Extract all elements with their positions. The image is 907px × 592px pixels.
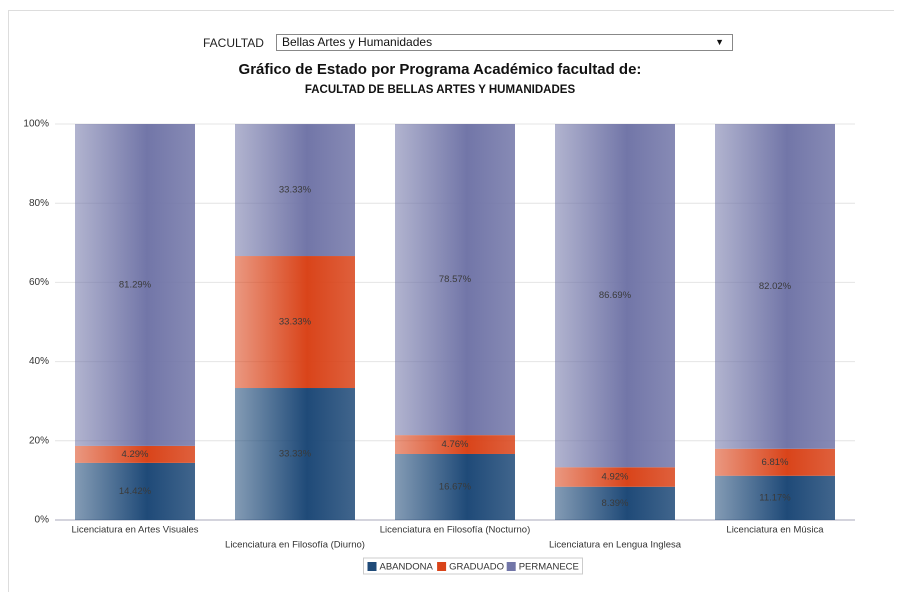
dropdown-arrow[interactable]: ▼ xyxy=(715,37,724,47)
data-label: 33.33% xyxy=(279,449,312,460)
bar-segment xyxy=(75,462,195,520)
bar-segment xyxy=(395,453,515,520)
bar-segment xyxy=(235,256,355,389)
data-label: 86.69% xyxy=(599,290,632,301)
bar-segment xyxy=(235,388,355,520)
bar-segment xyxy=(75,445,195,463)
dropdown-value[interactable]: Bellas Artes y Humanidades xyxy=(282,35,433,49)
faculty-dropdown[interactable]: Bellas Artes y Humanidades ▼ xyxy=(276,34,733,51)
bar-segment xyxy=(555,467,675,487)
data-label: 6.81% xyxy=(762,457,789,468)
legend-label: GRADUADO xyxy=(449,562,504,573)
legend-swatch xyxy=(506,562,516,571)
data-label: 78.57% xyxy=(439,274,472,285)
legend-box xyxy=(363,557,583,575)
data-label: 82.02% xyxy=(759,281,792,292)
chart-subtitle: FACULTAD DE BELLAS ARTES Y HUMANIDADES xyxy=(305,84,576,96)
y-tick-label: 0% xyxy=(35,515,50,526)
x-tick-label: Licenciatura en Música xyxy=(726,525,824,536)
data-label: 33.33% xyxy=(279,317,312,328)
x-tick-label: Licenciatura en Lengua Inglesa xyxy=(549,540,682,551)
bar-segment xyxy=(555,124,675,468)
bar-segment xyxy=(235,124,355,257)
y-tick-label: 20% xyxy=(29,435,49,446)
legend-label: ABANDONA xyxy=(380,562,434,573)
legend-swatch xyxy=(367,562,377,571)
data-label: 14.42% xyxy=(119,486,152,497)
chart-title: Gráfico de Estado por Programa Académico… xyxy=(239,61,642,78)
y-tick-label: 80% xyxy=(29,198,49,209)
data-label: 4.76% xyxy=(442,439,469,450)
data-label: 4.29% xyxy=(122,449,149,460)
bar-segment xyxy=(715,124,835,449)
x-tick-label: Licenciatura en Filosofía (Diurno) xyxy=(225,540,365,551)
legend-swatch xyxy=(437,562,447,571)
data-label: 33.33% xyxy=(279,185,312,196)
bar-segment xyxy=(715,475,835,520)
bar-segment xyxy=(75,124,195,446)
legend-label: PERMANECE xyxy=(519,562,579,573)
data-label: 8.39% xyxy=(602,498,629,509)
bar-segment xyxy=(395,124,515,436)
data-label: 4.92% xyxy=(602,472,629,483)
x-tick-label: Licenciatura en Artes Visuales xyxy=(71,525,198,536)
chart-frame xyxy=(8,10,894,592)
bar-segment xyxy=(555,486,675,520)
y-tick-label: 100% xyxy=(23,119,49,130)
x-tick-label: Licenciatura en Filosofía (Nocturno) xyxy=(380,525,531,536)
bar-segment xyxy=(715,448,835,476)
y-tick-label: 40% xyxy=(29,356,49,367)
data-label: 81.29% xyxy=(119,279,152,290)
bar-segment xyxy=(395,435,515,454)
y-tick-label: 60% xyxy=(29,277,49,288)
data-label: 16.67% xyxy=(439,482,472,493)
filter-label: FACULTAD xyxy=(203,36,264,50)
data-label: 11.17% xyxy=(759,492,791,503)
